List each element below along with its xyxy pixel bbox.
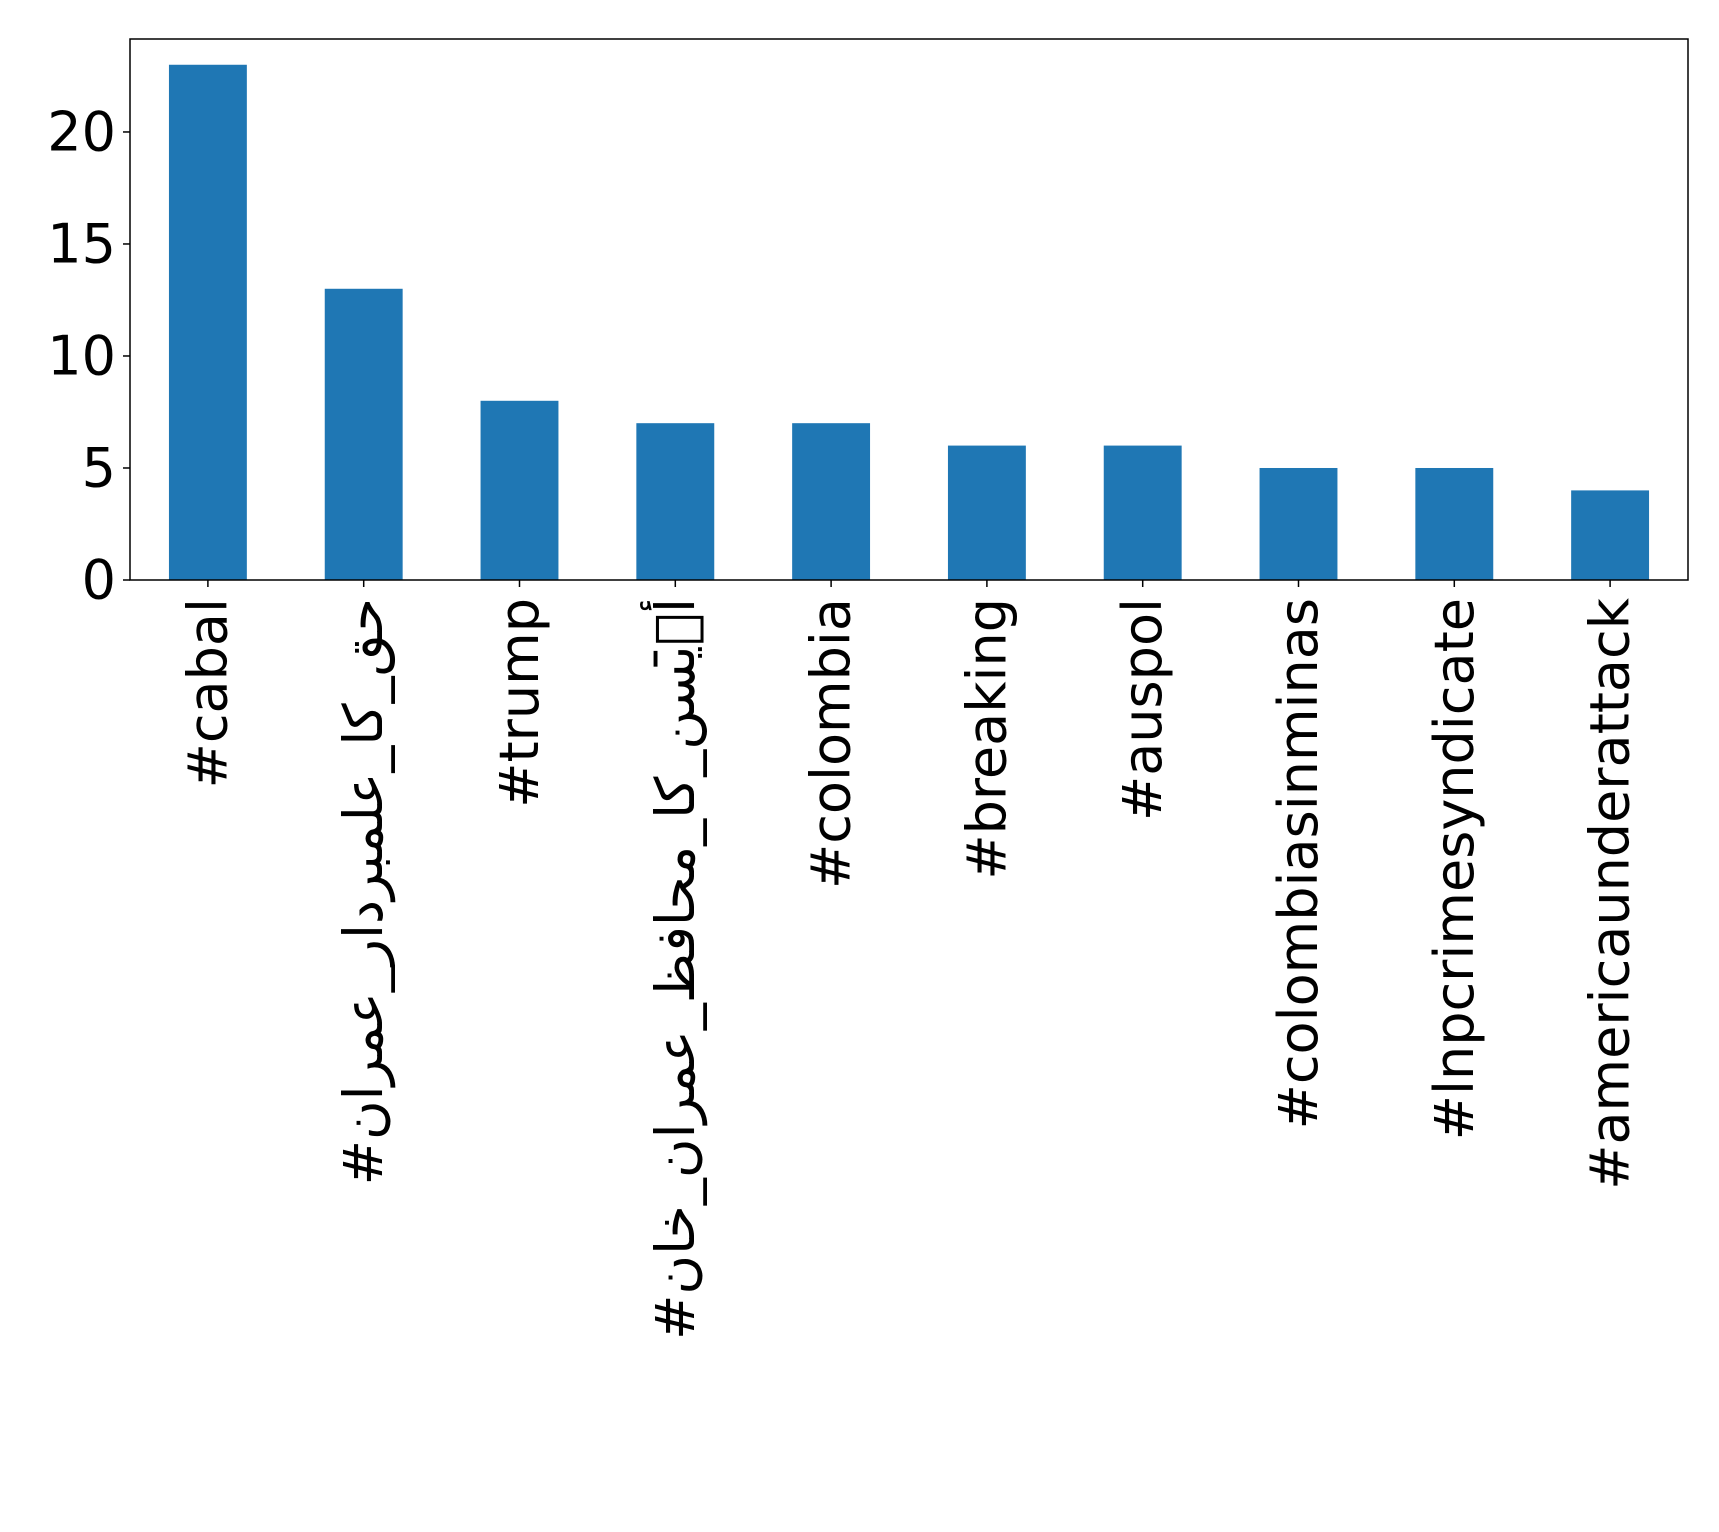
y-tick-label-3: 15 [47, 212, 116, 275]
x-tick-label-0: #cabal [176, 598, 239, 788]
x-tick-label-9: #americaunderattack [1579, 597, 1642, 1190]
x-tick-label-5: #breaking [955, 598, 1018, 880]
plot-frame [129, 38, 1689, 581]
bars [168, 64, 1650, 580]
bar-4 [792, 423, 871, 580]
x-tick-label-2: #trump [488, 598, 551, 808]
bar-9 [1571, 490, 1650, 580]
bar-8 [1415, 467, 1494, 580]
x-tick-label-6: #auspol [1111, 598, 1174, 821]
y-tick-label-0: 0 [82, 549, 116, 612]
bar-1 [324, 288, 403, 580]
bar-7 [1259, 467, 1338, 580]
x-tick-label-8: #lnpcrimesyndicate [1423, 598, 1486, 1140]
x-tick-label-4: #colombia [800, 598, 863, 889]
y-axis: 0 5 10 15 20 [47, 100, 130, 612]
x-axis: #cabal #حق_کا_علمبردار_عمران #trump #أؔ̄یسن… [176, 580, 1642, 1340]
bar-0 [168, 64, 247, 580]
bar-6 [1103, 445, 1182, 580]
bar-3 [636, 423, 715, 580]
y-tick-label-4: 20 [47, 100, 116, 163]
y-tick-label-1: 5 [82, 436, 116, 499]
y-tick-label-2: 10 [47, 324, 116, 387]
x-tick-label-1: #حق_کا_علمبردار_عمران [332, 598, 396, 1185]
bar-2 [480, 400, 559, 580]
x-tick-label-3: #أؔ̄یسن_کا_محافظ_عمران_خان [640, 598, 707, 1340]
x-tick-label-7: #colombiasinminas [1267, 598, 1330, 1129]
bar-5 [947, 445, 1026, 580]
